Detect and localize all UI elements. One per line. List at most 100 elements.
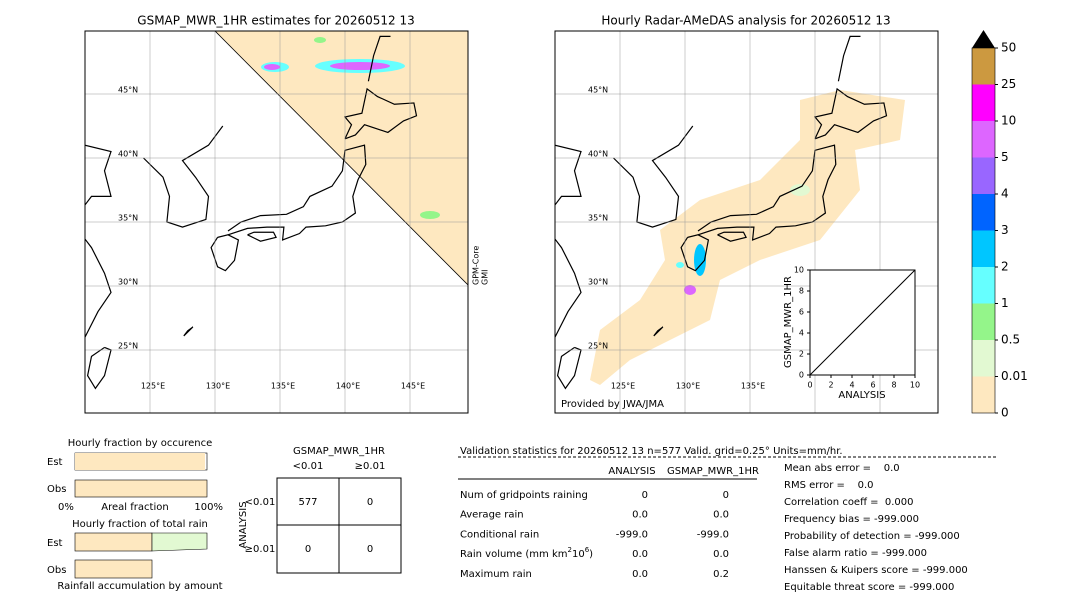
- rain: [420, 211, 440, 219]
- rain: [684, 285, 696, 295]
- colorbar-segment: [972, 194, 995, 231]
- bar: [151, 532, 208, 552]
- bar: [74, 479, 208, 498]
- row-label: Rain volume (mm km2106): [460, 546, 593, 560]
- left-map: [85, 31, 468, 413]
- coastline: [143, 125, 224, 228]
- row-label: Est: [47, 457, 63, 468]
- lon-label: 135°E: [271, 382, 295, 391]
- colorbar-segment: [972, 48, 995, 85]
- coastline: [247, 231, 277, 242]
- x-tick-label: 2: [828, 381, 833, 390]
- lat-label: 30°N: [588, 278, 608, 287]
- label-part: 2: [567, 546, 571, 554]
- value: -999.0: [616, 529, 648, 540]
- lat-label: 25°N: [118, 342, 138, 351]
- score: Frequency bias = -999.000: [784, 514, 919, 525]
- score: Correlation coeff = 0.000: [784, 497, 914, 508]
- lat-label: 40°N: [118, 150, 138, 159]
- colorbar-label: 2: [1001, 260, 1009, 274]
- colorbar-segment: [972, 157, 995, 194]
- side-label: GPM-Core: [472, 246, 481, 285]
- coastline: [837, 35, 861, 82]
- side-label: GMI: [481, 270, 490, 285]
- panel-title: Hourly fraction by occurence: [68, 438, 212, 449]
- diagonal: [809, 269, 916, 376]
- coastline: [183, 326, 194, 337]
- row-axis-label: ANALYSIS: [238, 501, 249, 548]
- label-part: 6: [585, 546, 590, 554]
- y-tick-label: 6: [799, 308, 804, 317]
- score: RMS error = 0.0: [784, 480, 874, 491]
- colorbar-label: 3: [1001, 223, 1009, 237]
- score: Probability of detection = -999.000: [784, 531, 960, 542]
- axis-label: 100%: [194, 502, 223, 513]
- coastline: [227, 144, 367, 241]
- lon-label: 125°E: [611, 382, 635, 391]
- coastline: [613, 125, 694, 228]
- row-label: Est: [47, 538, 63, 549]
- lon-label: 140°E: [336, 382, 360, 391]
- coastline: [367, 35, 391, 82]
- coastline: [697, 144, 837, 241]
- rain: [790, 184, 810, 196]
- lat-label: 25°N: [588, 342, 608, 351]
- colorbar-segment: [972, 303, 995, 340]
- colorbar-label: 25: [1001, 77, 1016, 91]
- colorbar-segment: [972, 267, 995, 304]
- label-part: Rain volume (mm km: [460, 549, 567, 560]
- cell: 0: [367, 544, 373, 555]
- colorbar-label: 50: [1001, 41, 1016, 55]
- row-label: Maximum rain: [460, 569, 532, 580]
- col-label: ANALYSIS: [608, 466, 655, 477]
- row-label: ≥0.01: [245, 544, 276, 555]
- row-label: Average rain: [460, 510, 524, 521]
- colorbar-segment: [972, 230, 995, 267]
- x-tick-label: 0: [807, 381, 812, 390]
- value: 0.0: [632, 549, 648, 560]
- row-label: Obs: [47, 484, 66, 495]
- coastline: [555, 144, 582, 339]
- lon-label: 130°E: [206, 382, 230, 391]
- analysis-domain: [590, 90, 905, 385]
- lat-label: 45°N: [118, 86, 138, 95]
- col-label: ≥0.01: [355, 461, 386, 472]
- map-title: Hourly Radar-AMeDAS analysis for 2026051…: [601, 14, 890, 28]
- row-label: Conditional rain: [460, 529, 539, 540]
- label-part: ): [589, 549, 593, 560]
- lon-label: 130°E: [676, 382, 700, 391]
- colorbar-label: 0.01: [1001, 369, 1028, 383]
- colorbar-segment: [972, 340, 995, 377]
- lon-label: 145°E: [401, 382, 425, 391]
- caption: Rainfall accumulation by amount: [57, 581, 222, 592]
- cell: 0: [367, 497, 373, 508]
- label-part: 10: [572, 549, 585, 560]
- inset: [809, 269, 916, 376]
- value: -999.0: [697, 529, 729, 540]
- right-map: [555, 31, 938, 413]
- colorbar-segment: [972, 376, 995, 413]
- coastline: [813, 87, 888, 140]
- panel-title: Hourly fraction of total rain: [72, 519, 208, 530]
- coastline: [717, 231, 747, 242]
- col-label: GSMAP_MWR_1HR: [667, 466, 759, 477]
- bar: [74, 559, 153, 579]
- axis-label: 0%: [58, 502, 74, 513]
- rain: [264, 64, 280, 70]
- cell: 577: [298, 497, 317, 508]
- value: 0.0: [713, 510, 729, 521]
- coastline: [85, 144, 112, 339]
- bar: [75, 453, 205, 470]
- bar: [74, 532, 153, 552]
- left-frame: [84, 30, 469, 414]
- colorbar-label: 0.5: [1001, 333, 1020, 347]
- coastline: [680, 234, 710, 272]
- map-title: GSMAP_MWR_1HR estimates for 20260512 13: [137, 14, 414, 28]
- value: 0: [642, 490, 648, 501]
- score: Hanssen & Kuipers score = -999.000: [784, 565, 968, 576]
- y-tick-label: 4: [799, 329, 804, 338]
- value: 0.2: [713, 569, 729, 580]
- coastline: [343, 87, 418, 140]
- x-tick-label: 10: [910, 381, 920, 390]
- y-tick-label: 2: [799, 350, 804, 359]
